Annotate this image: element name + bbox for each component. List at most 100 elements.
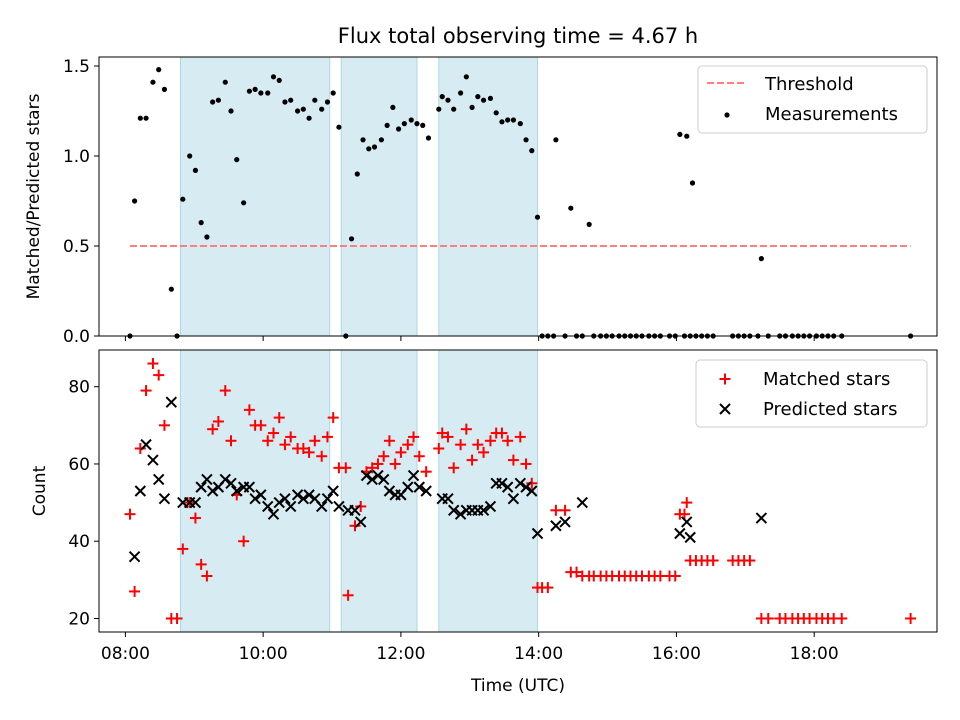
measurement-point — [187, 153, 193, 159]
measurement-point — [252, 86, 258, 92]
predicted-star-marker — [402, 481, 414, 493]
measurement-point — [156, 67, 162, 73]
predicted-star-marker — [383, 485, 396, 497]
matched-star-marker — [526, 477, 538, 489]
measurement-point — [294, 108, 301, 114]
predicted-star-marker — [267, 508, 280, 520]
measurement-point — [445, 97, 451, 103]
predicted-star-marker — [448, 504, 460, 517]
x-tick-label: 16:00 — [652, 644, 701, 664]
predicted-star-marker — [681, 516, 693, 528]
matched-star-marker — [442, 431, 454, 443]
measurement-point — [510, 117, 517, 123]
measurement-point — [180, 196, 186, 202]
measurement-point — [469, 104, 475, 110]
predicted-star-marker — [413, 481, 425, 493]
measurement-point — [282, 99, 288, 105]
matched-star-marker — [408, 431, 420, 443]
measurement-point — [354, 171, 360, 177]
legend-threshold-label: Threshold — [764, 74, 854, 95]
measurement-point — [312, 97, 318, 103]
matched-star-marker — [744, 555, 756, 567]
matched-star-marker — [507, 454, 519, 466]
matched-star-marker — [478, 446, 490, 458]
top-legend: Threshold Measurements — [697, 65, 928, 134]
matched-star-marker — [402, 439, 414, 451]
predicted-star-marker — [195, 481, 207, 493]
measurement-point — [493, 110, 499, 116]
matched-star-marker — [383, 435, 395, 447]
x-tick-label: 14:00 — [514, 644, 563, 664]
x-tick-label: 10:00 — [239, 644, 288, 664]
measurement-point — [137, 115, 143, 121]
predicted-star-marker — [165, 396, 178, 408]
measurement-point — [480, 97, 487, 103]
predicted-star-marker — [333, 500, 345, 513]
predicted-star-marker — [531, 527, 544, 540]
measurement-point — [586, 221, 592, 227]
matched-star-marker — [460, 423, 472, 435]
measurement-point — [684, 133, 690, 139]
matched-star-marker — [514, 431, 526, 443]
measurement-point — [390, 104, 396, 110]
matched-star-marker — [669, 570, 681, 582]
measurement-point — [534, 214, 541, 220]
predicted-star-marker — [507, 493, 520, 505]
measurement-point — [439, 94, 445, 100]
measurement-point — [258, 90, 264, 96]
y-tick-label: 40 — [68, 532, 90, 552]
matched-star-marker — [140, 385, 152, 397]
legend-x-marker — [719, 403, 731, 415]
predicted-star-marker — [484, 500, 497, 513]
measurement-point — [463, 74, 469, 80]
predicted-star-marker — [315, 500, 328, 513]
matched-star-marker — [378, 450, 390, 462]
matched-star-marker — [267, 427, 279, 439]
predicted-star-marker — [147, 454, 159, 466]
measurement-point — [324, 99, 331, 105]
predicted-star-marker — [134, 485, 147, 497]
observing-span — [180, 56, 331, 337]
predicted-star-marker — [273, 496, 285, 509]
predicted-star-marker — [303, 489, 315, 501]
chart-title: Flux total observing time = 4.67 h — [338, 24, 698, 48]
predicted-star-marker — [128, 550, 141, 563]
measurement-point — [222, 79, 228, 85]
matched-star-marker — [472, 439, 484, 451]
predicted-star-marker — [360, 469, 373, 482]
predicted-star-marker — [442, 493, 454, 505]
matched-star-marker — [153, 369, 165, 381]
matched-star-marker — [177, 543, 189, 555]
measurement-point — [366, 146, 372, 152]
observing-span — [340, 56, 418, 337]
measurement-point — [265, 90, 271, 96]
predicted-star-marker — [225, 477, 237, 489]
matched-star-marker — [349, 520, 361, 532]
y-tick-label: 60 — [68, 455, 90, 475]
bottom-y-axis-label: Count — [30, 465, 50, 516]
legend-matched-swatch — [719, 373, 731, 385]
measurement-point — [319, 106, 325, 112]
bottom-highlight-spans — [180, 349, 539, 633]
top-x-ticks — [124, 336, 815, 341]
matched-star-marker — [134, 443, 146, 455]
y-tick-label: 1.0 — [63, 147, 90, 167]
predicted-star-marker — [291, 489, 304, 501]
matched-star-marker — [355, 500, 367, 512]
observing-span — [180, 349, 331, 633]
matched-star-marker — [542, 582, 554, 594]
measurement-point — [677, 131, 683, 137]
predicted-star-marker — [514, 477, 527, 489]
predicted-star-marker — [454, 508, 467, 520]
matched-star-marker — [448, 462, 460, 474]
top-legend-box — [697, 65, 928, 134]
matched-star-marker — [496, 427, 508, 439]
measurement-point — [384, 122, 390, 128]
predicted-star-marker — [279, 493, 291, 505]
matched-star-marker — [466, 454, 478, 466]
matched-star-marker — [321, 431, 333, 443]
matched-star-marker — [905, 612, 917, 624]
matched-star-marker — [571, 566, 583, 578]
measurement-point — [408, 117, 414, 123]
